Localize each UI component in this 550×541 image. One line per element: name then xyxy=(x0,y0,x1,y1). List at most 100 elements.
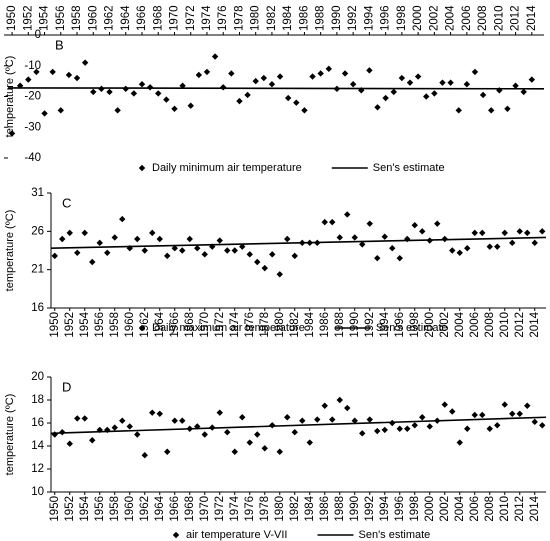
data-point xyxy=(171,105,178,112)
x-tick-label: 1992 xyxy=(364,312,376,338)
data-point xyxy=(520,88,527,96)
x-tick-label: 1992 xyxy=(347,5,359,31)
data-point xyxy=(501,401,508,408)
data-point xyxy=(149,409,156,416)
data-point xyxy=(41,110,48,117)
data-point xyxy=(114,107,121,114)
data-point xyxy=(51,431,58,438)
y-tick-label: 31 xyxy=(31,187,44,199)
x-tick-label: 1960 xyxy=(124,312,136,338)
x-tick-label: 1962 xyxy=(104,5,116,31)
data-point xyxy=(531,418,538,426)
x-tick-label: 2004 xyxy=(445,5,457,31)
x-tick-label: 2000 xyxy=(412,5,424,31)
data-point xyxy=(149,229,156,237)
data-point xyxy=(261,264,268,272)
panel-label: D xyxy=(62,379,71,394)
data-point xyxy=(359,430,366,437)
x-tick-label: 1978 xyxy=(259,496,271,522)
data-point xyxy=(390,88,397,96)
data-point xyxy=(228,70,235,77)
x-tick-label: 1968 xyxy=(152,5,164,31)
x-tick-label: 1964 xyxy=(154,495,166,521)
data-point xyxy=(194,245,201,252)
data-point xyxy=(404,235,411,243)
x-tick-label: 2002 xyxy=(428,5,440,31)
x-tick-label: 2012 xyxy=(510,5,522,31)
x-tick-label: 1958 xyxy=(109,312,121,338)
legend-label: Sen's estimate xyxy=(376,322,448,334)
x-tick-label: 1984 xyxy=(304,495,316,521)
trend-line xyxy=(7,87,545,90)
x-tick-label: 1980 xyxy=(274,312,286,338)
x-tick-label: 1986 xyxy=(319,496,331,522)
data-point xyxy=(293,99,300,106)
data-point xyxy=(119,417,126,424)
data-point xyxy=(269,251,276,258)
x-tick-label: 2004 xyxy=(454,311,466,337)
data-point xyxy=(164,252,171,260)
x-tick-label: 1962 xyxy=(139,312,151,338)
legend-marker xyxy=(172,531,180,539)
data-point xyxy=(359,241,366,248)
data-point xyxy=(336,396,343,404)
y-tick-label: 14 xyxy=(31,440,44,452)
x-tick-label: 1970 xyxy=(199,312,211,338)
data-point xyxy=(381,426,388,434)
data-point xyxy=(104,249,111,256)
data-point xyxy=(396,254,403,262)
x-tick-label: 1982 xyxy=(289,496,301,522)
data-point xyxy=(57,107,64,114)
x-tick-label: 1972 xyxy=(214,496,226,522)
data-point xyxy=(309,73,316,80)
x-tick-label: 1962 xyxy=(139,496,151,522)
x-tick-label: 2000 xyxy=(424,496,436,522)
x-tick-label: 2014 xyxy=(526,5,538,31)
legend-label: Sen's estimate xyxy=(359,529,431,541)
data-point xyxy=(381,233,388,240)
data-point xyxy=(464,425,471,432)
x-tick-label: 1956 xyxy=(94,496,106,522)
x-tick-label: 1954 xyxy=(79,311,91,337)
data-point xyxy=(539,228,546,235)
data-point xyxy=(344,404,351,412)
x-tick-label: 1988 xyxy=(315,5,327,31)
x-tick-label: 1990 xyxy=(331,5,343,31)
x-tick-label: 2008 xyxy=(477,5,489,31)
data-point xyxy=(203,68,211,76)
y-tick-label: 18 xyxy=(31,394,44,406)
data-point xyxy=(411,422,418,429)
data-point xyxy=(404,425,411,432)
data-point xyxy=(231,247,238,254)
x-tick-label: 2008 xyxy=(484,496,496,522)
y-tick-label: 16 xyxy=(31,302,44,314)
x-tick-label: 1960 xyxy=(124,496,136,522)
data-point xyxy=(90,88,97,96)
x-tick-label: 1954 xyxy=(79,495,91,521)
data-point xyxy=(479,229,486,237)
data-point xyxy=(179,247,186,254)
data-point xyxy=(239,414,246,421)
x-tick-label: 1992 xyxy=(364,496,376,522)
x-tick-label: 2006 xyxy=(469,312,481,338)
data-point xyxy=(156,410,163,417)
x-tick-label: 1970 xyxy=(169,5,181,31)
x-tick-label: 2010 xyxy=(499,496,511,522)
x-tick-label: 1974 xyxy=(201,5,213,31)
data-point xyxy=(382,94,389,102)
data-point xyxy=(434,220,441,227)
x-tick-label: 2014 xyxy=(529,495,541,521)
data-point xyxy=(111,234,118,241)
data-point xyxy=(276,271,283,278)
x-tick-label: 1958 xyxy=(109,496,121,522)
data-point xyxy=(216,237,223,244)
data-point xyxy=(471,229,478,237)
legend-label: Sen's estimate xyxy=(373,162,445,174)
x-tick-label: 1978 xyxy=(233,5,245,31)
data-point xyxy=(486,425,493,432)
data-point xyxy=(156,235,163,243)
data-point xyxy=(59,235,66,243)
x-tick-label: 1988 xyxy=(334,312,346,338)
x-tick-label: 1964 xyxy=(120,5,132,31)
data-point xyxy=(179,82,186,89)
